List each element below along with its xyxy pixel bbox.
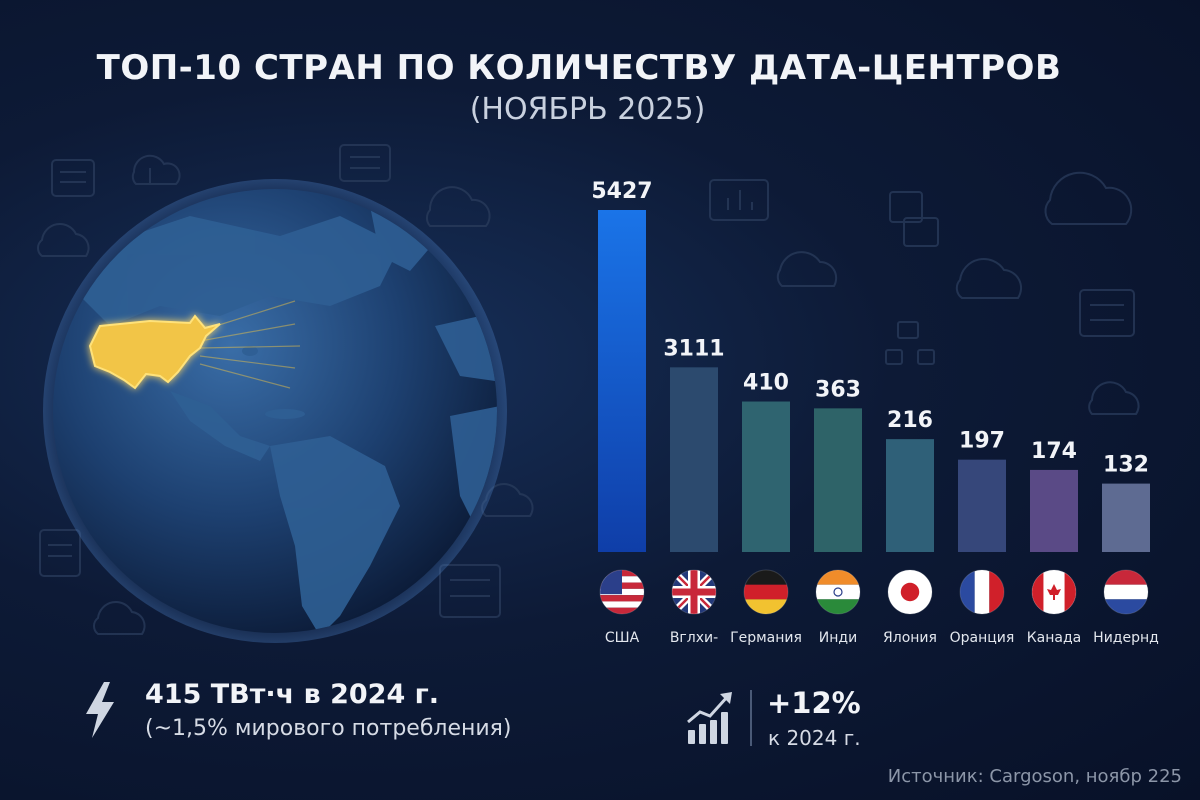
bar-7 bbox=[1030, 469, 1078, 552]
france-flag-icon bbox=[959, 569, 1005, 615]
globe-illustration bbox=[40, 176, 510, 646]
bar-value-label: 3111 bbox=[663, 336, 724, 361]
bar-5 bbox=[886, 439, 934, 552]
cloud-upload-icon bbox=[131, 154, 181, 185]
cloud-icon-4 bbox=[37, 223, 90, 257]
cloud-leaf-icon bbox=[955, 257, 1023, 299]
germany-flag-icon bbox=[743, 569, 789, 615]
energy-value: 415 ТВт·ч в 2024 г. bbox=[145, 679, 439, 710]
bar-3 bbox=[742, 401, 790, 552]
bar-1 bbox=[598, 210, 646, 552]
chart-subtitle: (НОЯБРЬ 2025) bbox=[469, 92, 706, 127]
document-icon-2 bbox=[39, 529, 81, 577]
lightning-icon bbox=[86, 682, 114, 738]
growth-chart-icon bbox=[687, 692, 732, 744]
bar-chart: 5427 США 3111 Вглхи- 410 Германия 363 Инди 216 Ял… bbox=[591, 179, 1159, 646]
category-label: Нидернд bbox=[1093, 630, 1159, 646]
canada-flag-icon bbox=[1031, 569, 1077, 615]
bar-value-label: 410 bbox=[743, 371, 789, 396]
netherlands-flag-icon bbox=[1103, 569, 1149, 615]
us-flag-icon bbox=[599, 569, 645, 615]
cloud-small-icon bbox=[776, 251, 838, 287]
bar-value-label: 5427 bbox=[591, 179, 652, 204]
category-label: Инди bbox=[819, 630, 857, 646]
bar-value-label: 216 bbox=[887, 408, 933, 433]
cloud-upload-icon-2 bbox=[1088, 381, 1140, 415]
usa-highlight bbox=[88, 314, 221, 390]
bar-6 bbox=[958, 459, 1006, 552]
uk-flag-icon bbox=[671, 569, 717, 615]
bar-8 bbox=[1102, 483, 1150, 552]
bar-value-label: 363 bbox=[815, 377, 861, 402]
source-note: Источник: Cargoson, ноябр 225 bbox=[887, 766, 1182, 787]
category-label: Вглхи- bbox=[670, 630, 718, 646]
chart-title: ТОП-10 СТРАН ПО КОЛИЧЕСТВУ ДАТА-ЦЕНТРОВ bbox=[96, 48, 1062, 88]
india-flag-icon bbox=[815, 569, 861, 615]
bar-2 bbox=[670, 367, 718, 552]
monitor-chart-icon bbox=[709, 179, 769, 221]
network-icon bbox=[885, 321, 935, 365]
japan-flag-icon bbox=[887, 569, 933, 615]
category-label: США bbox=[605, 630, 640, 646]
category-label: Оранция bbox=[950, 630, 1015, 646]
growth-period: к 2024 г. bbox=[768, 726, 861, 750]
server-icon bbox=[1079, 289, 1135, 337]
cloud-icon bbox=[1044, 171, 1133, 225]
bar-value-label: 174 bbox=[1031, 439, 1077, 464]
category-label: Ялония bbox=[883, 630, 937, 646]
window-stack-icon bbox=[889, 191, 939, 247]
bar-4 bbox=[814, 408, 862, 552]
document-icon bbox=[51, 159, 95, 197]
server-rack-icon bbox=[339, 144, 391, 182]
growth-divider bbox=[750, 690, 752, 746]
growth-value: +12% bbox=[767, 686, 861, 720]
energy-share: (~1,5% мирового потребления) bbox=[145, 716, 512, 741]
bar-value-label: 197 bbox=[959, 429, 1005, 454]
cloud-icon-2 bbox=[93, 601, 146, 635]
server-icon-2 bbox=[439, 564, 501, 618]
ai-cloud-icon bbox=[426, 186, 491, 227]
bar-value-label: 132 bbox=[1103, 453, 1149, 478]
category-label: Германия bbox=[730, 630, 802, 646]
category-label: Канада bbox=[1027, 630, 1082, 646]
